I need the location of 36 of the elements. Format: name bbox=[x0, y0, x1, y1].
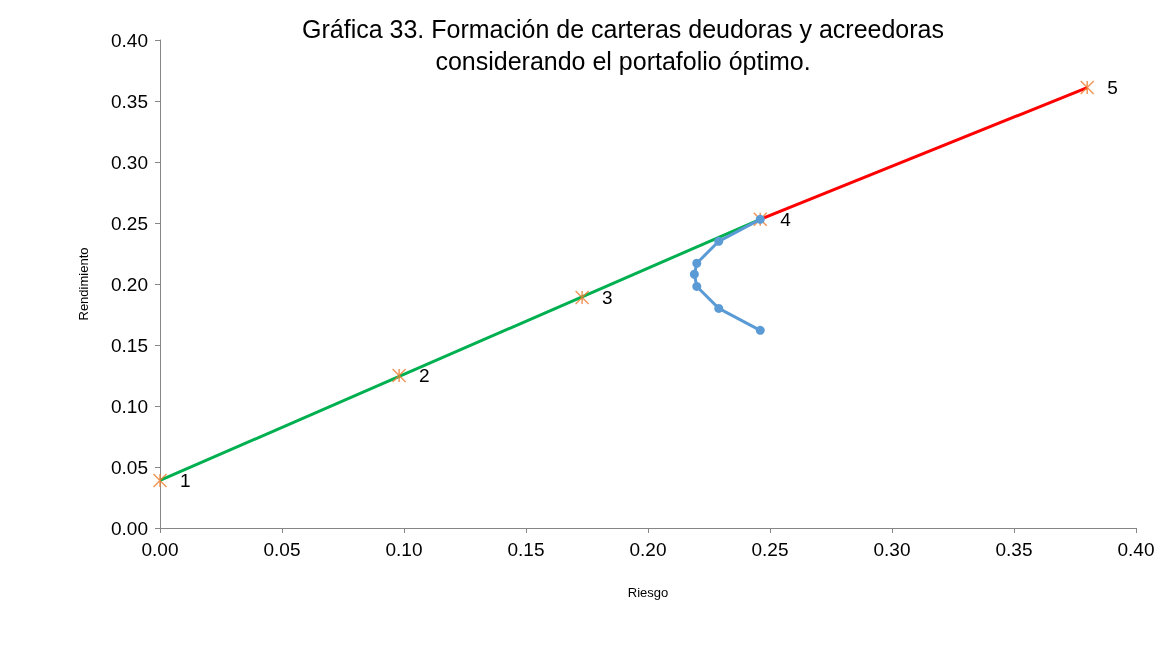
annotation: 2 bbox=[419, 365, 430, 386]
annotation: 4 bbox=[780, 208, 792, 230]
y-tick-label: 0.05 bbox=[111, 456, 148, 478]
annotation: 3 bbox=[602, 286, 613, 308]
y-tick-label: 0.20 bbox=[111, 273, 148, 295]
x-tick-label: 0.40 bbox=[1117, 539, 1155, 560]
point bbox=[1079, 80, 1095, 95]
y-tick-label: 0.40 bbox=[111, 29, 148, 51]
point bbox=[391, 368, 407, 383]
annotation: 5 bbox=[1107, 77, 1118, 99]
point bbox=[692, 258, 702, 268]
y-tick-label: 0.10 bbox=[111, 395, 148, 417]
y-tick-label: 0.30 bbox=[111, 151, 148, 173]
x-tick-label: 0.30 bbox=[873, 539, 911, 560]
point bbox=[714, 303, 724, 313]
x-tick-label: 0.05 bbox=[263, 539, 301, 560]
point bbox=[689, 269, 699, 279]
x-tick-label: 0.15 bbox=[507, 539, 545, 560]
point bbox=[692, 281, 702, 291]
x-tick-label: 0.20 bbox=[629, 539, 667, 560]
x-tick-label: 0.00 bbox=[141, 539, 179, 560]
y-tick-label: 0.00 bbox=[111, 517, 148, 539]
y-tick-label: 0.35 bbox=[111, 90, 148, 112]
point bbox=[574, 290, 590, 305]
x-tick-label: 0.10 bbox=[385, 539, 423, 560]
chart-title: Gráfica 33. Formación de carteras deudoras y acreedoras considerando el portafolio óptimo. bbox=[302, 15, 944, 75]
point bbox=[755, 325, 765, 335]
point bbox=[714, 236, 724, 246]
point bbox=[152, 473, 168, 488]
x-axis-title: Riesgo bbox=[627, 585, 669, 600]
x-tick-label: 0.25 bbox=[751, 539, 789, 560]
x-tick-label: 0.35 bbox=[995, 539, 1033, 560]
y-tick-label: 0.15 bbox=[111, 334, 148, 356]
y-axis-title: Rendimiento bbox=[76, 247, 91, 321]
y-tick-label: 0.25 bbox=[111, 212, 148, 234]
annotation: 1 bbox=[180, 469, 191, 491]
